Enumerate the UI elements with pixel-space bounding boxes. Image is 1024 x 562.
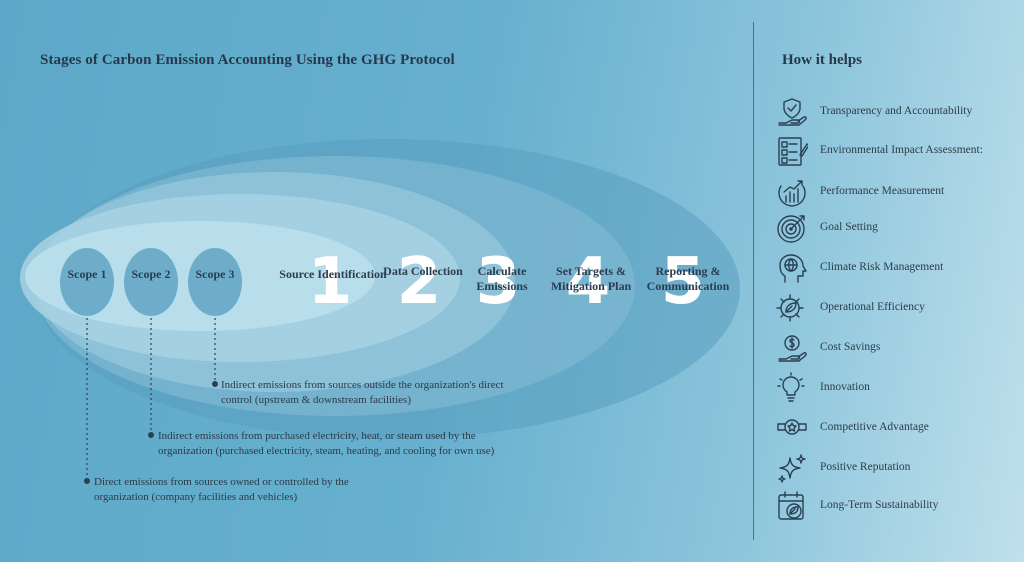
shield-hand-icon [778, 98, 807, 126]
help-item-positive-reputation: Positive Reputation [776, 452, 1016, 486]
target-icon [777, 215, 805, 243]
stage-2-number: 2 [396, 245, 442, 319]
stage-4-number: 4 [565, 245, 611, 319]
stage-5-label: Reporting & Communication [646, 264, 730, 293]
stage-2-label: Data Collection [383, 264, 463, 278]
help-item-performance: Performance Measurement [776, 176, 1016, 210]
help-item-label: Transparency and Accountability [820, 105, 973, 117]
stage-3-number: 3 [475, 245, 521, 319]
how-it-helps-title: How it helps [782, 52, 863, 68]
help-item-transparency: Transparency and Accountability [776, 96, 1016, 130]
scope-1-bubble [60, 248, 114, 316]
scope-1-dot [84, 478, 90, 484]
help-item-cost-savings: Cost Savings [776, 332, 1016, 366]
stage-1-label: Source Identification [279, 267, 387, 281]
help-item-label: Goal Setting [820, 221, 878, 233]
help-item-label: Environmental Impact Assessment: [820, 144, 983, 156]
help-item-label: Performance Measurement [820, 185, 945, 197]
growth-chart-icon [778, 180, 806, 207]
help-item-label: Climate Risk Management [820, 261, 944, 273]
help-item-label: Operational Efficiency [820, 301, 925, 313]
help-item-environmental-impact: Environmental Impact Assessment: [776, 135, 1016, 169]
stage-3-label: Calculate Emissions [476, 264, 528, 293]
stage-5-number: 5 [660, 245, 706, 319]
scope-3-label: Scope 3 [195, 267, 235, 281]
help-item-label: Cost Savings [820, 341, 881, 353]
head-globe-icon [779, 254, 807, 283]
stage-ellipses [20, 139, 740, 484]
scope-2-description: Indirect emissions from purchased electr… [158, 430, 495, 457]
scope-2-bubble [124, 248, 178, 316]
help-item-long-term-sustainability: Long-Term Sustainability [776, 490, 1016, 524]
gear-leaf-icon [776, 294, 804, 322]
dollar-hand-icon [778, 335, 807, 362]
scope-3-description: Indirect emissions from sources outside … [221, 379, 504, 406]
help-item-climate-risk: Climate Risk Management [776, 252, 1016, 286]
stage-4-label: Set Targets & Mitigation Plan [550, 264, 632, 293]
lightbulb-icon [777, 372, 805, 402]
checklist-icon [778, 137, 808, 166]
calendar-leaf-icon [778, 491, 804, 520]
help-item-label: Competitive Advantage [820, 421, 929, 433]
scope-3-dot [212, 381, 218, 387]
help-item-label: Positive Reputation [820, 461, 911, 473]
sparkle-icon [778, 454, 806, 483]
scope-1-label: Scope 1 [67, 267, 107, 281]
help-item-label: Innovation [820, 381, 870, 393]
scope-2-dot [148, 432, 154, 438]
help-item-innovation: Innovation [776, 372, 1016, 406]
panel-divider [753, 22, 754, 540]
help-item-competitive-advantage: Competitive Advantage [776, 412, 1016, 446]
stage-1-number: 1 [307, 245, 353, 319]
scope-1-description: Direct emissions from sources owned or c… [94, 476, 349, 503]
help-item-operational-efficiency: Operational Efficiency [776, 292, 1016, 326]
scope-3-bubble [188, 248, 242, 316]
award-badge-icon [777, 419, 807, 435]
scope-2-label: Scope 2 [131, 267, 171, 281]
help-item-goal-setting: Goal Setting [776, 212, 1016, 246]
help-item-label: Long-Term Sustainability [820, 499, 939, 511]
page-title: Stages of Carbon Emission Accounting Usi… [40, 52, 455, 68]
